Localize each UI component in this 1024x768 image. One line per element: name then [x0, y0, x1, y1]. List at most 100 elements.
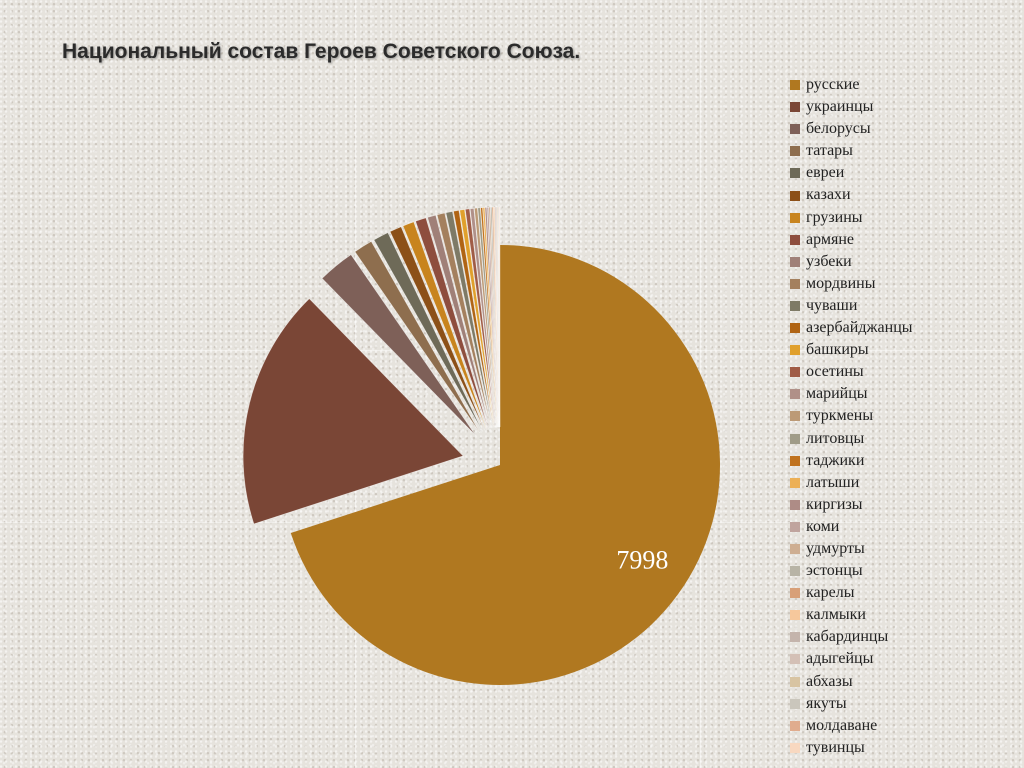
- legend-swatch: [790, 102, 800, 113]
- legend-swatch: [790, 345, 800, 356]
- legend-swatch: [790, 256, 800, 267]
- legend-swatch: [790, 455, 800, 466]
- legend-label: удмурты: [806, 539, 865, 557]
- legend-swatch: [790, 544, 800, 555]
- legend-label: грузины: [806, 208, 863, 226]
- legend-item: эстонцы: [790, 560, 913, 582]
- pie-slice-грузины: [402, 221, 487, 430]
- legend-swatch: [790, 742, 800, 753]
- legend-swatch: [790, 433, 800, 444]
- legend-label: армяне: [806, 230, 855, 248]
- legend-label: литовцы: [806, 429, 865, 447]
- legend-label: адыгейцы: [806, 650, 874, 668]
- legend-label: молдаване: [806, 716, 878, 734]
- legend-swatch: [790, 367, 800, 378]
- pie-slice-евреи: [373, 232, 483, 432]
- legend-swatch: [790, 190, 800, 201]
- legend-label: белорусы: [806, 120, 871, 138]
- legend-swatch: [790, 720, 800, 731]
- legend-item: украинцы: [790, 96, 913, 118]
- pie-slice-чуваши: [445, 211, 493, 428]
- legend-item: татары: [790, 140, 913, 162]
- legend-swatch: [790, 610, 800, 621]
- legend-item: азербайджанцы: [790, 317, 913, 339]
- legend-swatch: [790, 632, 800, 643]
- legend-item: тувинцы: [790, 737, 913, 759]
- legend-label: таджики: [806, 451, 865, 469]
- legend-item: евреи: [790, 162, 913, 184]
- pie-slice-русские: [290, 245, 720, 685]
- legend-item: армяне: [790, 229, 913, 251]
- legend-label: осетины: [806, 363, 864, 381]
- legend-label: кабардинцы: [806, 628, 889, 646]
- legend-item: русские: [790, 74, 913, 96]
- legend-item: мордвины: [790, 273, 913, 295]
- legend-item: казахи: [790, 184, 913, 206]
- legend-label: туркмены: [806, 407, 874, 425]
- legend-swatch: [790, 676, 800, 687]
- pie-slice-татары: [354, 241, 481, 433]
- pie-slice-белорусы: [321, 254, 477, 436]
- legend-label: якуты: [806, 694, 847, 712]
- legend-item: киргизы: [790, 494, 913, 516]
- legend-item: удмурты: [790, 538, 913, 560]
- pie-slice-мордвины: [436, 212, 492, 429]
- legend-label: казахи: [806, 186, 851, 204]
- legend-swatch: [790, 80, 800, 91]
- legend-item: кабардинцы: [790, 626, 913, 648]
- legend-swatch: [790, 389, 800, 400]
- legend-label: азербайджанцы: [806, 319, 913, 337]
- legend-swatch: [790, 124, 800, 135]
- legend-label: евреи: [806, 164, 845, 182]
- legend-item: адыгейцы: [790, 648, 913, 670]
- legend-item: чуваши: [790, 295, 913, 317]
- chart-title: Национальный состав Героев Советского Со…: [62, 40, 581, 63]
- pie-slice-армяне: [415, 217, 489, 429]
- legend-label: карелы: [806, 584, 855, 602]
- legend-item: марийцы: [790, 383, 913, 405]
- legend-item: молдаване: [790, 715, 913, 737]
- legend-label: узбеки: [806, 252, 852, 270]
- legend-swatch: [790, 300, 800, 311]
- legend-label: башкиры: [806, 341, 869, 359]
- legend-swatch: [790, 234, 800, 245]
- legend-item: якуты: [790, 693, 913, 715]
- legend-label: мордвины: [806, 274, 876, 292]
- pie-slice-осетины: [464, 208, 496, 428]
- legend-label: киргизы: [806, 495, 863, 513]
- pie-slice-украинцы: [242, 298, 464, 525]
- legend-swatch: [790, 411, 800, 422]
- pie-slice-туркмены: [474, 207, 497, 428]
- pie-slice-башкиры: [459, 209, 495, 428]
- legend-item: калмыки: [790, 604, 913, 626]
- legend-swatch: [790, 278, 800, 289]
- pie-slice-литовцы: [477, 207, 498, 428]
- legend-label: эстонцы: [806, 562, 863, 580]
- pie-slice-узбеки: [427, 214, 491, 429]
- legend-swatch: [790, 521, 800, 532]
- legend-label: латыши: [806, 473, 860, 491]
- legend-item: грузины: [790, 207, 913, 229]
- legend-item: абхазы: [790, 671, 913, 693]
- legend-item: белорусы: [790, 118, 913, 140]
- legend-swatch: [790, 146, 800, 157]
- pie-slice-азербайджанцы: [453, 209, 494, 428]
- pie-slice-казахи: [389, 226, 485, 431]
- pie-slice-латыши: [482, 207, 498, 428]
- legend-swatch: [790, 698, 800, 709]
- legend-swatch: [790, 168, 800, 179]
- legend-label: чуваши: [806, 296, 858, 314]
- legend-swatch: [790, 477, 800, 488]
- legend-label: абхазы: [806, 672, 853, 690]
- legend-swatch: [790, 323, 800, 334]
- legend-swatch: [790, 566, 800, 577]
- legend-item: башкиры: [790, 339, 913, 361]
- legend-label: тувинцы: [806, 738, 865, 756]
- legend-label: русские: [806, 76, 860, 93]
- legend-item: туркмены: [790, 405, 913, 427]
- legend-label: калмыки: [806, 606, 866, 624]
- legend-item: узбеки: [790, 251, 913, 273]
- legend-item: карелы: [790, 582, 913, 604]
- legend-label: татары: [806, 142, 853, 160]
